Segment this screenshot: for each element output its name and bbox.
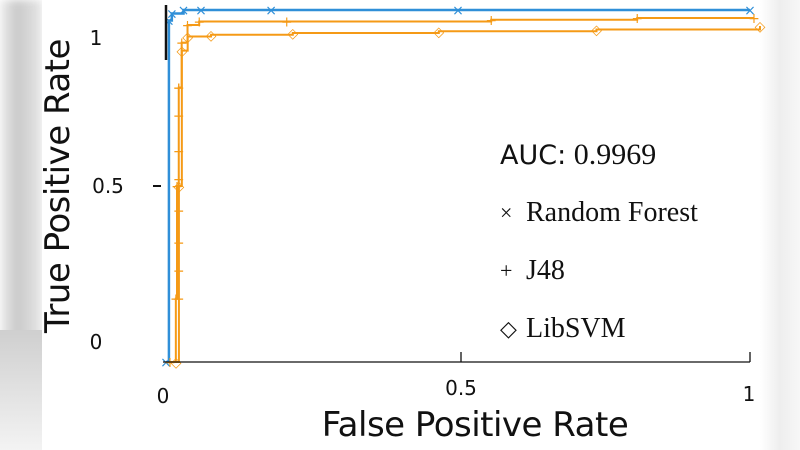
data-point-marker-icon: × — [452, 3, 464, 19]
legend-label: Random Forest — [526, 197, 698, 228]
legend-item-libsvm: ◇ LibSVM — [500, 305, 698, 353]
legend-item-random-forest: × Random Forest — [500, 189, 698, 237]
data-point-marker-icon: ◇ — [182, 30, 193, 46]
cross-marker-icon: × — [500, 200, 513, 225]
plus-marker-icon: + — [173, 80, 185, 96]
data-point-marker-icon: + — [281, 15, 293, 31]
plus-marker-icon: + — [173, 109, 185, 125]
y-tick-label-0.5: 0.5 — [92, 174, 124, 198]
data-point-marker-icon: ◇ — [433, 24, 444, 40]
left-blurred-margin-bottom — [0, 330, 42, 450]
plus-marker-icon: + — [173, 235, 185, 251]
data-point-marker-icon: × — [265, 3, 277, 19]
plus-marker-icon: + — [173, 263, 185, 279]
data-point-marker-icon: ◇ — [206, 28, 217, 44]
plus-marker-icon: + — [173, 172, 185, 188]
series-line-random-forest — [166, 8, 750, 364]
data-point-marker-icon: + — [164, 355, 176, 371]
data-point-marker-icon: × — [163, 14, 175, 30]
data-point-marker-icon: ◇ — [171, 355, 182, 371]
data-point-marker-icon: + — [748, 11, 760, 27]
data-point-marker-icon: + — [631, 11, 643, 27]
y-tick-label-1: 1 — [89, 26, 103, 50]
y-axis-label: True Positive Rate — [38, 39, 78, 333]
data-point-marker-icon: + — [173, 80, 185, 96]
data-point-marker-icon: + — [485, 13, 497, 29]
plus-marker-icon: + — [173, 144, 185, 160]
diamond-marker-icon: ◇ — [500, 316, 517, 341]
data-point-marker-icon: × — [160, 355, 172, 371]
legend-item-j48: + J48 — [500, 247, 698, 295]
data-point-marker-icon: ◇ — [591, 23, 602, 39]
x-axis-label: False Positive Rate — [321, 405, 629, 445]
data-point-marker-icon: + — [193, 15, 205, 31]
auc-value: 0.9969 — [573, 138, 657, 171]
x-tick-label-1: 1 — [742, 382, 756, 406]
x-tick-label-0.5: 0.5 — [445, 376, 477, 400]
data-point-marker-icon: ◇ — [287, 26, 298, 42]
data-point-marker-icon: ◇ — [176, 44, 187, 60]
auc-key: AUC: — [500, 140, 567, 171]
auc-annotation: AUC: 0.9969 — [500, 132, 698, 179]
data-point-marker-icon: + — [176, 36, 188, 52]
x-tick-label-0: 0 — [156, 384, 170, 408]
right-blurred-margin — [760, 0, 800, 450]
data-point-marker-icon: × — [178, 3, 190, 19]
data-point-marker-icon: × — [195, 3, 207, 19]
data-point-marker-icon: × — [744, 3, 756, 19]
legend: AUC: 0.9969 × Random Forest + J48 ◇ LibS… — [500, 132, 698, 353]
legend-label: J48 — [526, 255, 565, 286]
data-point-marker-icon: ◇ — [174, 179, 185, 195]
data-point-marker-icon: + — [182, 18, 194, 34]
data-point-marker-icon: × — [166, 7, 178, 23]
data-point-marker-icon: + — [170, 292, 182, 308]
series-layer: ××× × × × × ×++++++ + + + + +◇◇◇◇ ◇ ◇ ◇ ◇ ◇++++++++ — [160, 3, 765, 371]
data-point-marker-icon: ◇ — [755, 19, 766, 35]
legend-label: LibSVM — [526, 313, 626, 344]
data-point-marker-icon: + — [171, 179, 183, 195]
series-line-libsvm — [176, 26, 761, 363]
plus-marker-icon: + — [500, 258, 513, 283]
y-tick-label-0: 0 — [89, 330, 103, 354]
plus-marker-icon: + — [173, 292, 185, 308]
plot-background — [42, 0, 760, 450]
plus-marker-icon: + — [173, 204, 185, 220]
